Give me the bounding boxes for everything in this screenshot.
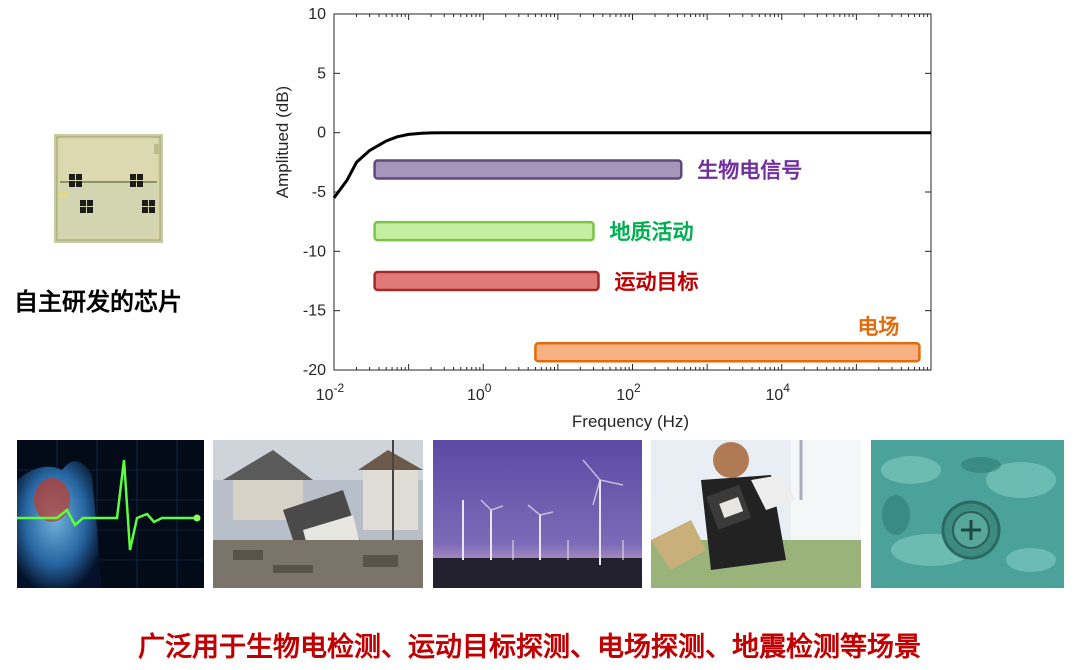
band-label: 地质活动 xyxy=(609,220,693,244)
x-tick-label: 104 xyxy=(766,381,791,404)
band-label: 电场 xyxy=(857,315,899,339)
band-bar xyxy=(373,270,600,292)
plot-frame xyxy=(333,13,932,371)
response-curve xyxy=(332,131,931,199)
band-bar xyxy=(373,220,595,242)
corroded-metal-photo xyxy=(871,440,1064,588)
band-label: 生物电信号 xyxy=(697,158,802,182)
x-tick-label: 102 xyxy=(616,381,641,404)
x-axis-label: Frequency (Hz) xyxy=(572,412,689,431)
chip-caption: 自主研发的芯片 xyxy=(14,288,182,316)
curve xyxy=(332,131,931,199)
chip-die-photo xyxy=(54,134,163,243)
bottom-caption: 广泛用于生物电检测、运动目标探测、电场探测、地震检测等场景 xyxy=(138,632,921,663)
y-axis-label: Amplitued (dB) xyxy=(273,86,292,198)
ecg-heart-photo xyxy=(17,440,204,588)
earthquake-ruins-photo xyxy=(213,440,423,588)
y-tick-label: -15 xyxy=(303,303,326,320)
y-tick-label: -20 xyxy=(303,362,326,379)
y-tick-label: 5 xyxy=(317,65,326,82)
band-bar xyxy=(534,341,921,363)
frequency-response-chart: 10 5 0 -5 -10 -15 -20 10-2 100 102 104 Frequency (H… xyxy=(273,6,932,431)
band-bar xyxy=(373,159,683,180)
x-tick-label: 100 xyxy=(467,381,492,404)
y-tick-label: 10 xyxy=(308,6,326,23)
axes: 10 5 0 -5 -10 -15 -20 10-2 100 102 104 Frequency (H… xyxy=(273,6,932,431)
y-tick-label: 0 xyxy=(317,125,326,142)
y-tick-label: -5 xyxy=(312,184,326,201)
y-tick-label: -10 xyxy=(303,243,326,260)
goalkeeper-photo xyxy=(651,440,861,588)
band-label: 运动目标 xyxy=(614,270,698,294)
wind-turbines-photo xyxy=(433,440,642,588)
x-tick-label: 10-2 xyxy=(316,381,345,404)
